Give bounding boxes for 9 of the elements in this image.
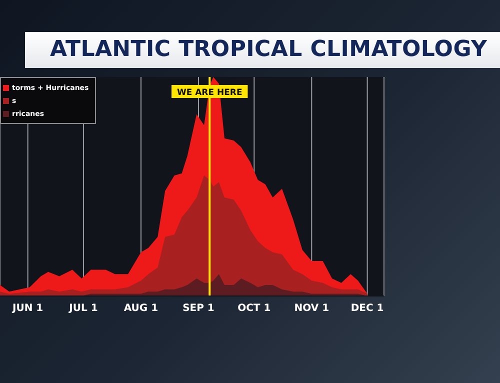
x-tick-label: JUN 1	[12, 303, 44, 314]
x-tick-label: OCT 1	[238, 303, 271, 314]
chart-title: ATLANTIC TROPICAL CLIMATOLOGY	[50, 36, 488, 64]
x-tick-label: SEP 1	[182, 303, 214, 314]
ref-line-label: WE ARE HERE	[176, 88, 242, 98]
x-tick-label: JUL 1	[68, 303, 98, 314]
x-tick-label: NOV 1	[294, 303, 330, 314]
x-tick-label: DEC 1	[350, 303, 384, 314]
x-tick-label: AUG 1	[124, 303, 158, 314]
